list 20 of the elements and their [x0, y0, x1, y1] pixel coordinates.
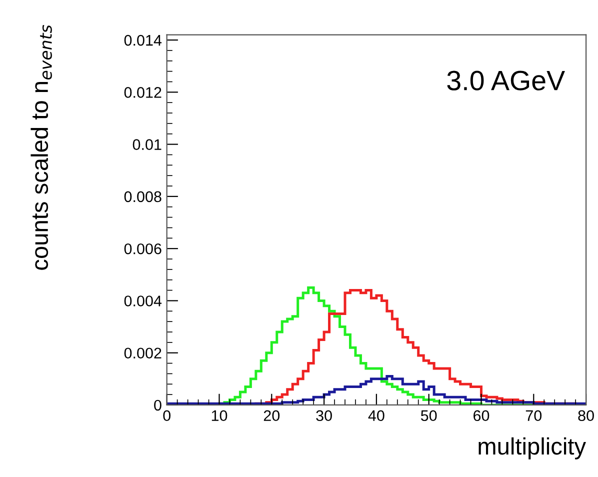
x-tick-label: 70 — [526, 410, 542, 422]
x-tick-label: 30 — [316, 410, 332, 422]
y-tick-label: 0.002 — [124, 348, 162, 359]
x-tick-label: 0 — [163, 410, 170, 422]
y-tick-label: 0.006 — [124, 243, 162, 254]
y-tick-label: 0 — [154, 400, 162, 411]
y-tick-label: 0.014 — [124, 34, 162, 46]
x-tick-label: 60 — [474, 410, 490, 422]
y-tick-label: 0.012 — [124, 87, 162, 98]
x-tick-label: 50 — [420, 410, 437, 422]
y-tick-label: 0.004 — [124, 296, 162, 306]
x-axis-title: multiplicity — [478, 437, 586, 460]
y-tick-label: 0.01 — [132, 139, 162, 150]
x-tick-label: 80 — [578, 410, 594, 422]
annotation: 3.0 AGeV — [447, 70, 565, 90]
x-tick-label: 10 — [212, 410, 228, 422]
x-tick-label: 40 — [368, 410, 384, 422]
y-axis-title: counts scaled to n$_{events}$ — [30, 24, 52, 270]
y-tick-label: 0.008 — [124, 191, 162, 202]
x-tick-label: 20 — [264, 410, 280, 422]
